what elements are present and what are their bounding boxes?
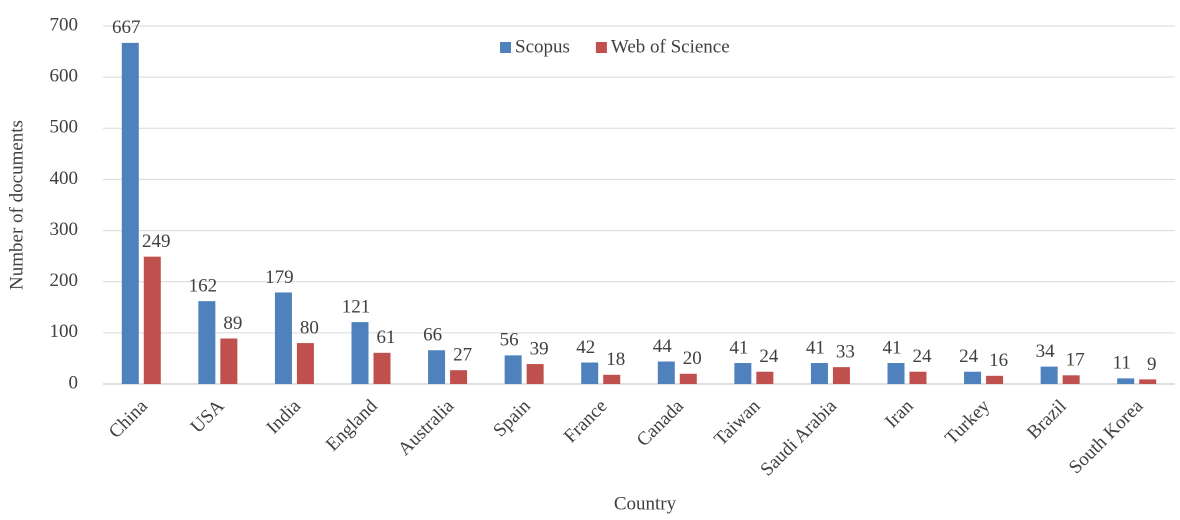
data-label: 56 [500, 330, 519, 351]
data-label: 61 [377, 327, 396, 348]
data-label: 80 [300, 317, 319, 338]
data-label: 16 [989, 350, 1008, 371]
bar [1062, 375, 1080, 384]
data-label: 39 [530, 338, 549, 359]
data-label: 41 [729, 337, 748, 358]
y-tick-label: 0 [69, 372, 79, 393]
bar [909, 371, 927, 384]
y-tick-label: 100 [50, 321, 79, 342]
y-tick-label: 500 [50, 117, 79, 138]
x-tick-label: China [105, 395, 152, 442]
y-tick-label: 400 [50, 168, 79, 189]
bar [603, 374, 621, 384]
data-label: 42 [576, 337, 595, 358]
y-tick-label: 600 [50, 66, 79, 87]
data-label: 9 [1147, 354, 1157, 375]
x-tick-label: Iran [881, 395, 918, 432]
data-label: 89 [223, 313, 242, 334]
x-tick-label: France [560, 396, 611, 447]
legend-label: Web of Science [611, 36, 730, 57]
x-tick-label: England [322, 395, 382, 455]
data-label: 24 [959, 346, 979, 367]
x-tick-label: Taiwan [710, 395, 765, 450]
data-label: 24 [913, 346, 933, 367]
data-label: 249 [142, 231, 171, 252]
legend-swatch [595, 42, 607, 53]
y-tick-label: 700 [50, 14, 79, 35]
x-tick-label: Turkey [941, 395, 995, 449]
data-label: 121 [342, 296, 371, 317]
bar [296, 343, 314, 384]
data-label: 11 [1113, 353, 1131, 374]
data-label: 20 [683, 348, 702, 369]
data-label: 66 [423, 325, 442, 346]
data-label: 667 [112, 17, 141, 38]
bar [121, 42, 139, 385]
bar [1139, 379, 1157, 384]
bar [964, 371, 982, 384]
data-label: 24 [759, 346, 779, 367]
bar [428, 350, 446, 384]
data-label: 41 [806, 337, 825, 358]
x-tick-label: USA [187, 396, 229, 438]
data-label: 44 [653, 336, 673, 357]
x-tick-label: Saudi Arabia [756, 395, 841, 480]
bar [657, 361, 675, 384]
bar [504, 355, 522, 384]
bar [986, 375, 1004, 384]
data-label: 162 [189, 276, 218, 297]
bar [1040, 366, 1058, 384]
x-tick-label: South Korea [1065, 395, 1148, 478]
bar [832, 367, 850, 384]
data-label: 34 [1036, 341, 1056, 362]
bar [887, 363, 905, 384]
bar [756, 371, 774, 384]
data-label: 179 [265, 267, 294, 288]
x-tick-label: Australia [394, 395, 458, 459]
bar [274, 292, 292, 384]
y-axis-label: Number of documents [6, 120, 27, 290]
bar [526, 364, 544, 384]
data-label: 18 [606, 349, 625, 370]
bar [373, 352, 391, 384]
data-label: 27 [453, 345, 472, 366]
bar [450, 370, 468, 384]
x-tick-label: Canada [633, 395, 689, 451]
y-tick-label: 300 [50, 219, 79, 240]
data-label: 17 [1066, 350, 1085, 371]
x-axis-label: Country [614, 493, 677, 514]
data-label: 33 [836, 341, 855, 362]
legend-swatch [500, 42, 511, 53]
x-tick-label: India [263, 395, 306, 438]
y-tick-label: 200 [50, 270, 79, 291]
legend-label: Scopus [515, 36, 570, 57]
bar [581, 362, 599, 384]
bar [143, 256, 161, 384]
bar [220, 338, 238, 384]
bar [198, 301, 216, 384]
bar [679, 373, 697, 384]
bar [1117, 378, 1135, 384]
x-tick-label: Brazil [1023, 396, 1071, 444]
bar [734, 363, 752, 384]
bar [351, 322, 369, 384]
bar [810, 363, 828, 384]
x-tick-label: Spain [489, 395, 535, 441]
data-label: 41 [883, 337, 902, 358]
